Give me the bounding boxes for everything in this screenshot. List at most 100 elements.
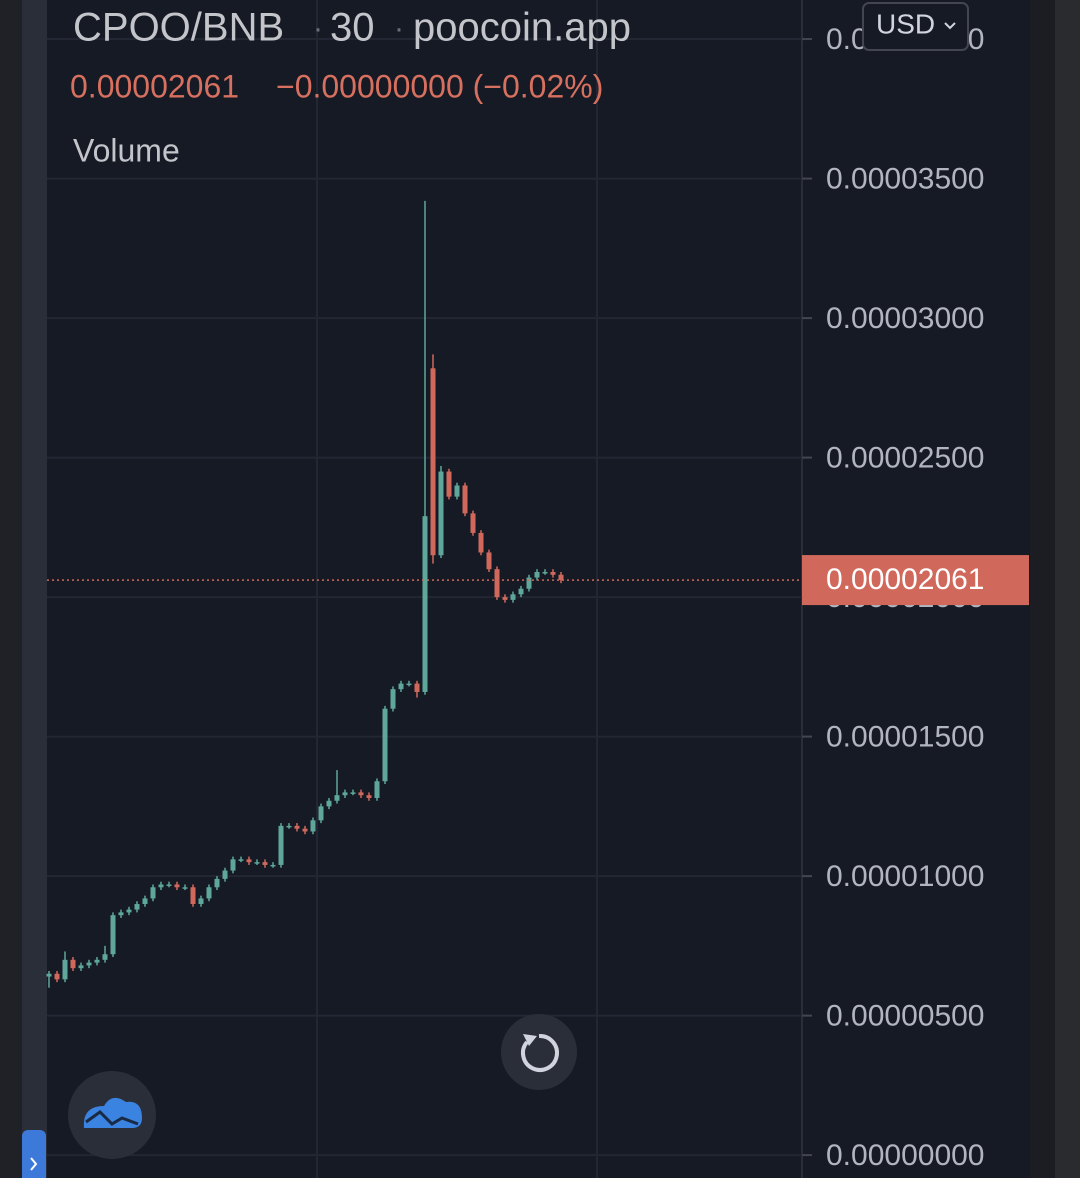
candle-body — [446, 471, 452, 497]
candle-body — [78, 965, 84, 969]
volume-label: Volume — [73, 132, 180, 168]
candle-body — [278, 825, 284, 865]
y-tick-label: 0.00001000 — [826, 860, 985, 893]
source: poocoin.app — [413, 6, 631, 50]
candle-body — [142, 898, 148, 905]
candle-body — [150, 887, 156, 899]
candle-body — [334, 795, 340, 801]
candle-body — [462, 485, 468, 514]
left-edge — [0, 0, 22, 1178]
candle-body — [230, 859, 236, 871]
candle-body — [70, 959, 76, 969]
left-tab[interactable] — [22, 1130, 46, 1178]
candle-body — [302, 828, 308, 832]
candle-body — [438, 471, 444, 556]
candle-body — [382, 708, 388, 782]
candle-body — [126, 909, 132, 913]
change: −0.00000000 (−0.02%) — [276, 68, 603, 104]
y-tick-label: 0.00003000 — [826, 302, 985, 335]
candle-body — [366, 795, 372, 798]
separator: · — [394, 12, 404, 45]
y-tick-label: 0.00000500 — [826, 1000, 985, 1033]
candle-body — [550, 571, 556, 575]
logo-line — [85, 1110, 139, 1126]
candle-body — [430, 368, 436, 556]
left-tab-icon — [30, 1157, 38, 1171]
currency-button[interactable]: USD — [862, 2, 969, 51]
separator: · — [313, 12, 323, 45]
last-price-label: 0.00002061 — [826, 563, 985, 596]
currency[interactable]: USD — [876, 8, 935, 39]
candle-body — [534, 571, 540, 578]
candle-body — [166, 884, 172, 886]
candle-body — [110, 915, 116, 955]
candle-body — [102, 954, 108, 960]
candle-body — [558, 574, 564, 581]
price: 0.00002061 — [70, 68, 239, 104]
candle-body — [494, 569, 500, 598]
y-tick-label: 0.00002500 — [826, 442, 985, 475]
candle-body — [270, 864, 276, 867]
candle-body — [342, 792, 348, 796]
candle-body — [398, 683, 404, 690]
candle-body — [238, 859, 244, 861]
y-tick-label: 0.00000000 — [826, 1139, 985, 1172]
chevron — [944, 22, 956, 30]
candle-body — [198, 898, 204, 905]
reset-button[interactable] — [501, 1014, 577, 1090]
candle-body — [94, 959, 100, 963]
candle-body — [502, 597, 508, 600]
candle-body — [326, 800, 332, 807]
reset-icon — [521, 1033, 559, 1072]
candle-body — [526, 577, 532, 589]
reset-arrow — [523, 1034, 537, 1046]
candle-body — [174, 884, 180, 888]
candle-body — [246, 859, 252, 863]
candle-body — [390, 689, 396, 709]
right-edge — [1055, 0, 1080, 1178]
candle-body — [422, 516, 428, 692]
candle-body — [486, 552, 492, 570]
candle-body — [454, 485, 460, 497]
reset-circle[interactable] — [501, 1014, 577, 1090]
candle-body — [62, 959, 68, 980]
candle-body — [318, 806, 324, 821]
candle-body — [214, 878, 220, 888]
candle-body — [118, 912, 124, 916]
candle-body — [158, 884, 164, 888]
candle-body — [182, 887, 188, 889]
candle-body — [470, 513, 476, 533]
candle-body — [134, 904, 140, 910]
logo-button[interactable] — [68, 1071, 156, 1159]
candle-body — [406, 683, 412, 686]
candle-body — [478, 532, 484, 553]
candle-body — [86, 962, 92, 966]
candle-body — [518, 588, 524, 595]
candle-body — [286, 825, 292, 828]
left-toolbar — [22, 0, 47, 1178]
candle-body — [310, 820, 316, 832]
candle-body — [374, 781, 380, 798]
y-tick-label: 0.00001500 — [826, 721, 985, 754]
right-edge — [1030, 0, 1055, 1178]
candle-body — [262, 862, 268, 865]
symbol: CPOO/BNB — [73, 6, 284, 50]
y-tick-label: 0.00003500 — [826, 162, 985, 195]
candle-body — [254, 862, 260, 864]
last-price-box — [802, 555, 1029, 606]
candle-body — [350, 792, 356, 794]
candle-body — [46, 973, 52, 977]
candle-body — [222, 870, 228, 879]
candle-body — [510, 594, 516, 600]
candle-body — [54, 973, 60, 980]
candle-body — [414, 683, 420, 692]
candle-body — [542, 571, 548, 574]
candle-body — [190, 887, 196, 905]
candle-body — [206, 887, 212, 899]
candle-body — [294, 825, 300, 829]
candle-body — [358, 792, 364, 796]
left-tab-box[interactable] — [22, 1130, 46, 1178]
currency-button-box[interactable] — [862, 2, 969, 51]
interval: 30 — [330, 6, 375, 50]
